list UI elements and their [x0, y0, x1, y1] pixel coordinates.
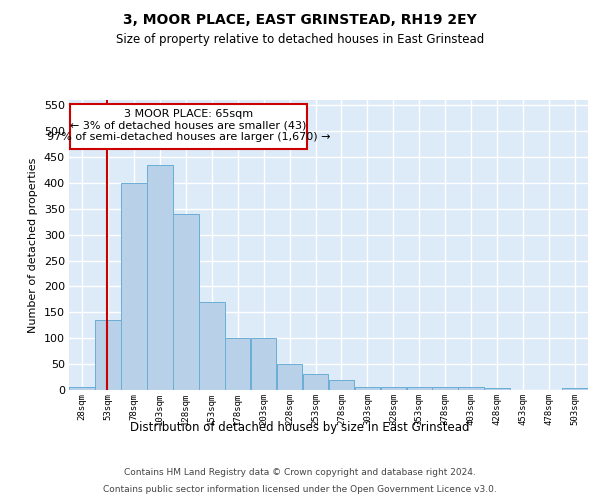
- Text: 3 MOOR PLACE: 65sqm: 3 MOOR PLACE: 65sqm: [124, 109, 253, 119]
- FancyBboxPatch shape: [70, 104, 307, 149]
- Bar: [329, 380, 354, 390]
- Bar: [562, 388, 588, 390]
- Text: 97% of semi-detached houses are larger (1,670) →: 97% of semi-detached houses are larger (…: [47, 132, 330, 141]
- Text: 3, MOOR PLACE, EAST GRINSTEAD, RH19 2EY: 3, MOOR PLACE, EAST GRINSTEAD, RH19 2EY: [123, 12, 477, 26]
- Bar: [251, 338, 277, 390]
- Bar: [173, 214, 199, 390]
- Bar: [380, 388, 406, 390]
- Text: Contains HM Land Registry data © Crown copyright and database right 2024.: Contains HM Land Registry data © Crown c…: [124, 468, 476, 477]
- Bar: [225, 338, 250, 390]
- Bar: [95, 320, 121, 390]
- Bar: [121, 183, 146, 390]
- Text: Size of property relative to detached houses in East Grinstead: Size of property relative to detached ho…: [116, 32, 484, 46]
- Bar: [484, 388, 510, 390]
- Bar: [433, 388, 458, 390]
- Text: Distribution of detached houses by size in East Grinstead: Distribution of detached houses by size …: [130, 421, 470, 434]
- Bar: [277, 364, 302, 390]
- Bar: [69, 388, 95, 390]
- Y-axis label: Number of detached properties: Number of detached properties: [28, 158, 38, 332]
- Bar: [407, 388, 432, 390]
- Text: Contains public sector information licensed under the Open Government Licence v3: Contains public sector information licen…: [103, 484, 497, 494]
- Bar: [458, 388, 484, 390]
- Bar: [303, 374, 328, 390]
- Bar: [199, 302, 224, 390]
- Bar: [355, 388, 380, 390]
- Text: ← 3% of detached houses are smaller (43): ← 3% of detached houses are smaller (43): [70, 120, 307, 130]
- Bar: [147, 164, 173, 390]
